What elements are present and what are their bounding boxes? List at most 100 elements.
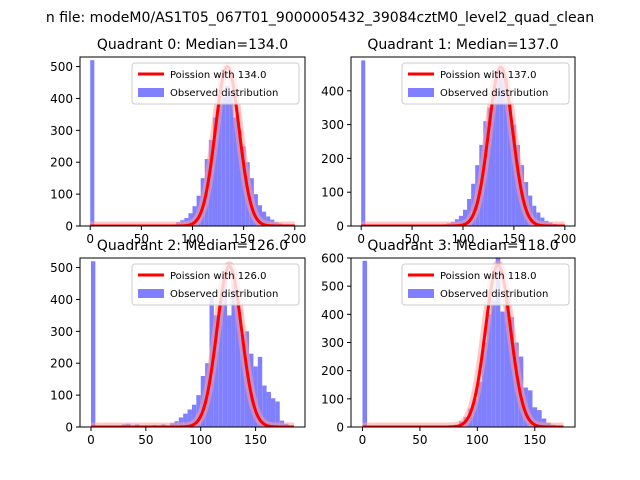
histogram-bar (463, 209, 468, 226)
x-tick-label: 150 (244, 433, 267, 447)
histogram-bar (218, 302, 223, 427)
legend-observed-swatch (408, 289, 434, 298)
histogram-bar (90, 261, 96, 427)
histogram-bar (257, 356, 263, 427)
x-tick-label: 50 (134, 232, 149, 246)
quadrant-1-plot-area (357, 60, 569, 226)
y-tick-label: 500 (50, 261, 73, 275)
quadrant-3-title: Quadrant 3: Median=118.0 (367, 238, 558, 254)
histogram-bar (481, 342, 487, 427)
x-tick-label: 0 (87, 433, 95, 447)
legend-poisson-label: Poission with 118.0 (440, 271, 536, 282)
legend-observed-label: Observed distribution (440, 88, 548, 99)
histogram-bar (487, 107, 492, 226)
histogram-bar (495, 73, 500, 226)
histogram-bar (477, 381, 482, 427)
histogram-bar (240, 334, 245, 427)
y-tick-label: 400 (50, 92, 73, 106)
histogram-bar (212, 117, 218, 226)
histogram-bar (187, 409, 192, 427)
quadrant-1-legend: Poission with 137.0 Observed distribution (401, 62, 570, 105)
histogram-bar (275, 401, 280, 427)
y-tick-label: 300 (50, 325, 73, 339)
histogram-bar (229, 90, 234, 226)
histogram-bar (536, 212, 541, 226)
histogram-bar (503, 77, 508, 226)
x-tick-label: 0 (86, 232, 94, 246)
x-tick-label: 50 (412, 433, 427, 447)
histogram-bar (183, 413, 188, 427)
quadrant-2-panel: 0 50 100 150 0 100 200 300 400 500 Quadrant 2: Med… (50, 238, 306, 447)
histogram-bar (188, 213, 193, 226)
y-tick-label: 400 (321, 308, 344, 322)
histogram-bar (191, 404, 197, 427)
figure-suptitle: n file: modeM0/AS1T05_067T01_9000005432_… (46, 10, 594, 26)
y-tick-label: 200 (50, 357, 73, 371)
legend-observed-label: Observed distribution (170, 289, 278, 300)
y-tick-label: 200 (321, 364, 344, 378)
x-tick-label: 50 (404, 232, 419, 246)
y-tick-label: 500 (321, 280, 344, 294)
y-tick-label: 0 (336, 220, 344, 234)
histogram-bar (491, 300, 496, 427)
histogram-bar (213, 315, 219, 427)
quadrant-0-legend: Poission with 134.0 Observed distribution (131, 62, 300, 105)
histogram-bar (222, 277, 228, 427)
histogram-bar (235, 302, 241, 427)
legend-box (401, 62, 570, 105)
histogram-bar (467, 198, 472, 226)
quadrant-2-plot-area (87, 261, 298, 427)
quadrant-2-axes-frame (79, 257, 306, 428)
poisson-curve (361, 263, 565, 427)
quadrant-1-title: Quadrant 1: Median=137.0 (367, 37, 558, 53)
histogram-bar (178, 417, 184, 427)
histogram-bar (90, 60, 95, 226)
histogram-bar (532, 407, 538, 427)
y-tick-label: 100 (321, 186, 344, 200)
histogram-bar (537, 410, 542, 427)
y-tick-label: 100 (50, 389, 73, 403)
y-tick-label: 300 (321, 336, 344, 350)
histogram-bar (511, 124, 516, 226)
y-tick-label: 0 (65, 220, 73, 234)
poisson-curve (89, 65, 296, 226)
y-tick-label: 200 (50, 156, 73, 170)
quadrant-0-plot-area (86, 60, 299, 226)
x-tick-label: 100 (181, 232, 204, 246)
histogram-bar (507, 100, 512, 226)
poisson-curve (360, 65, 566, 226)
x-tick-label: 0 (357, 232, 365, 246)
y-tick-label: 0 (336, 421, 344, 435)
legend-observed-label: Observed distribution (170, 88, 278, 99)
quadrant-0-title: Quadrant 0: Median=134.0 (97, 37, 288, 53)
histogram-bar (262, 211, 267, 226)
quadrant-3-plot-area (358, 258, 568, 427)
histogram-bar (532, 205, 537, 226)
histogram-bar (495, 258, 501, 427)
legend-box (131, 263, 300, 306)
y-tick-label: 500 (50, 60, 73, 74)
histogram-bar (270, 398, 276, 427)
histogram-bar (362, 260, 368, 427)
legend-observed-swatch (408, 88, 434, 97)
legend-observed-label: Observed distribution (440, 289, 548, 300)
histogram-bar (233, 117, 238, 226)
quadrant-0-panel: 0 50 100 150 200 0 100 200 300 400 500 Quadrant 0: … (50, 37, 306, 246)
legend-box (131, 62, 300, 105)
quadrant-1-panel: 0 50 100 150 200 0 100 200 300 400 Quadrant 1: Med… (321, 37, 576, 246)
y-tick-label: 100 (321, 392, 344, 406)
histogram-bar (262, 385, 267, 427)
quadrant-2-legend: Poission with 126.0 Observed distribution (131, 263, 300, 306)
histogram-bar (504, 291, 510, 427)
y-tick-label: 200 (321, 152, 344, 166)
histogram-bar (217, 101, 222, 226)
histogram-bar (491, 90, 496, 226)
histogram-bar (500, 311, 505, 427)
x-tick-label: 100 (466, 433, 489, 447)
quadrant-3-panel: 0 50 100 150 0 100 200 300 400 500 600 Quadrant 3: … (321, 238, 576, 447)
legend-box (401, 263, 570, 306)
histogram-bar (231, 283, 236, 427)
poisson-curve (90, 264, 295, 427)
histogram-bar (266, 391, 271, 427)
